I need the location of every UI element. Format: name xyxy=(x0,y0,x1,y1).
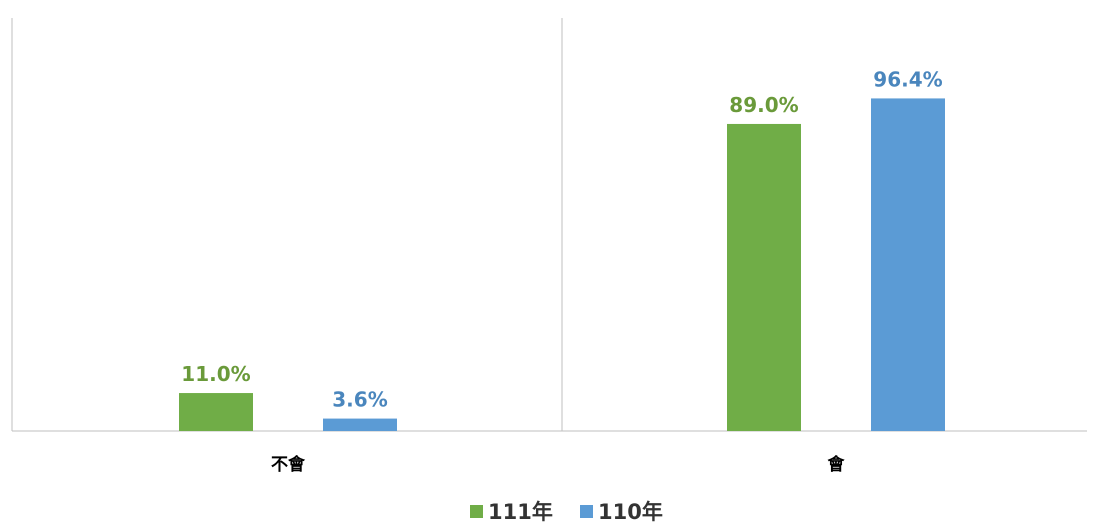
data-label: 11.0% xyxy=(181,362,250,386)
legend-swatch xyxy=(580,505,593,518)
category-labels-group: 不會 會 xyxy=(271,454,846,475)
bar-series1-hui xyxy=(727,123,801,431)
category-label: 不會 xyxy=(271,454,306,475)
legend: 111年 110年 xyxy=(470,500,663,524)
data-label: 3.6% xyxy=(332,388,387,412)
bar-series2-hui xyxy=(871,98,945,432)
legend-entry: 111年 xyxy=(488,500,553,524)
bar-series1-bu-hui xyxy=(179,393,253,431)
category-label: 會 xyxy=(827,454,846,475)
data-labels-group: 11.0% 3.6% 89.0% 96.4% xyxy=(181,67,942,411)
legend-swatch xyxy=(470,505,483,518)
legend-entry: 110年 xyxy=(598,500,663,524)
data-label: 89.0% xyxy=(729,93,798,117)
bars-group xyxy=(179,98,945,432)
data-label: 96.4% xyxy=(873,67,942,91)
bar-series2-bu-hui xyxy=(323,418,397,431)
